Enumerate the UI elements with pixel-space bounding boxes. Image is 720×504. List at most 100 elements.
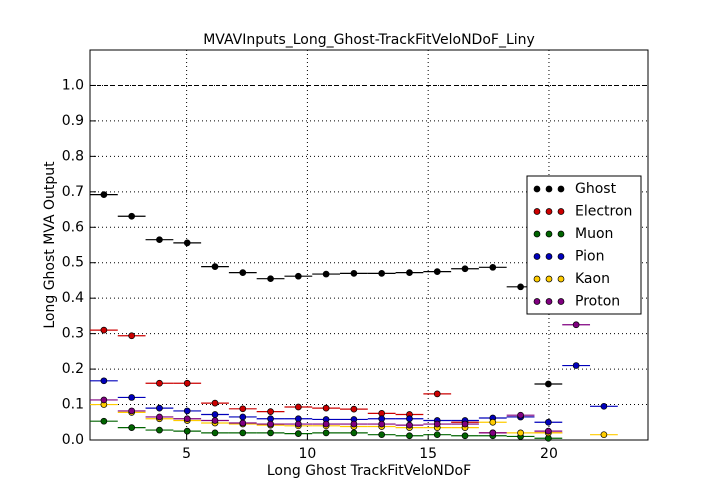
data-point (183, 379, 191, 387)
y-tick-label: 0.0 (62, 432, 84, 448)
data-point (378, 431, 386, 439)
data-point (183, 407, 191, 415)
legend-marker (545, 275, 553, 283)
legend-label: Muon (575, 226, 613, 242)
legend-marker (557, 230, 565, 238)
data-point (211, 429, 219, 437)
data-point (322, 270, 330, 278)
data-point (211, 399, 219, 407)
data-point (294, 272, 302, 280)
data-point (461, 432, 469, 440)
data-point (267, 408, 274, 415)
data-point (322, 429, 330, 437)
data-point (433, 268, 441, 275)
legend-label: Electron (575, 204, 632, 220)
legend-label: Pion (575, 249, 604, 265)
legend-marker (533, 185, 541, 193)
data-point (572, 321, 580, 329)
plot-frame (89, 49, 649, 441)
legend-label: Kaon (575, 271, 610, 287)
data-point (156, 426, 163, 434)
data-point (100, 396, 108, 404)
data-point (211, 411, 219, 418)
data-point (156, 379, 163, 387)
data-point (406, 269, 413, 277)
data-point (378, 420, 386, 428)
data-point (100, 417, 108, 425)
data-point (128, 424, 136, 431)
data-point (239, 269, 247, 277)
data-point (545, 418, 552, 426)
y-tick-label: 0.5 (62, 255, 84, 271)
y-tick-label: 0.6 (62, 219, 84, 235)
data-point (406, 421, 413, 429)
data-point (128, 407, 136, 415)
data-point (517, 411, 524, 419)
legend-marker (545, 185, 553, 193)
data-point (406, 432, 413, 440)
data-point (406, 415, 413, 423)
y-tick-label: 0.7 (62, 184, 84, 200)
data-point (600, 402, 608, 410)
data-point (294, 430, 302, 437)
x-tick-label: 20 (540, 446, 558, 462)
data-point (489, 263, 497, 271)
data-point (350, 405, 358, 413)
data-point (211, 417, 219, 424)
data-point (267, 420, 274, 428)
data-point (128, 394, 136, 401)
y-tick-label: 0.1 (62, 397, 84, 413)
legend-marker (545, 230, 553, 238)
data-point (350, 429, 358, 437)
data-point (517, 283, 524, 291)
data-point (100, 191, 108, 199)
data-point (239, 419, 247, 427)
data-point (433, 420, 441, 428)
y-tick-label: 0.8 (62, 148, 84, 164)
data-point (489, 429, 497, 437)
data-point (239, 405, 247, 413)
x-tick-label: 5 (182, 446, 191, 462)
legend-marker (533, 253, 541, 260)
legend-label: Proton (575, 294, 620, 310)
y-tick-label: 0.4 (62, 290, 84, 306)
data-point (100, 326, 108, 334)
data-point (489, 418, 497, 426)
legend-marker (557, 185, 565, 193)
data-point (156, 404, 163, 412)
data-point (517, 429, 524, 437)
legend-marker (533, 275, 541, 283)
data-point (183, 239, 191, 247)
y-tick-label: 1.0 (62, 77, 84, 93)
legend-marker (557, 253, 565, 260)
legend-box (526, 175, 642, 315)
data-point (128, 332, 136, 340)
data-point (239, 413, 247, 421)
data-point (600, 431, 608, 439)
data-point (378, 270, 386, 277)
data-point (350, 420, 358, 428)
data-point (156, 413, 163, 421)
data-point (294, 403, 302, 411)
legend-marker (533, 208, 541, 215)
data-point (322, 420, 330, 428)
legend-marker (545, 253, 553, 260)
data-point (156, 236, 163, 244)
legend-marker (557, 298, 565, 305)
y-tick-label: 0.2 (62, 361, 84, 377)
data-point (100, 377, 108, 385)
data-point (350, 270, 358, 277)
data-point (433, 431, 441, 439)
legend-marker (557, 208, 565, 215)
data-point (433, 390, 441, 398)
data-point (545, 380, 552, 388)
legend-label: Ghost (575, 181, 617, 197)
x-axis-label: Long Ghost TrackFitVeloNDoF (267, 463, 471, 479)
data-point (322, 404, 330, 412)
y-tick-label: 0.3 (62, 326, 84, 342)
legend-marker (545, 208, 553, 215)
y-axis-label: Long Ghost MVA Output (42, 161, 58, 329)
data-point (461, 265, 469, 273)
data-point (267, 429, 274, 437)
